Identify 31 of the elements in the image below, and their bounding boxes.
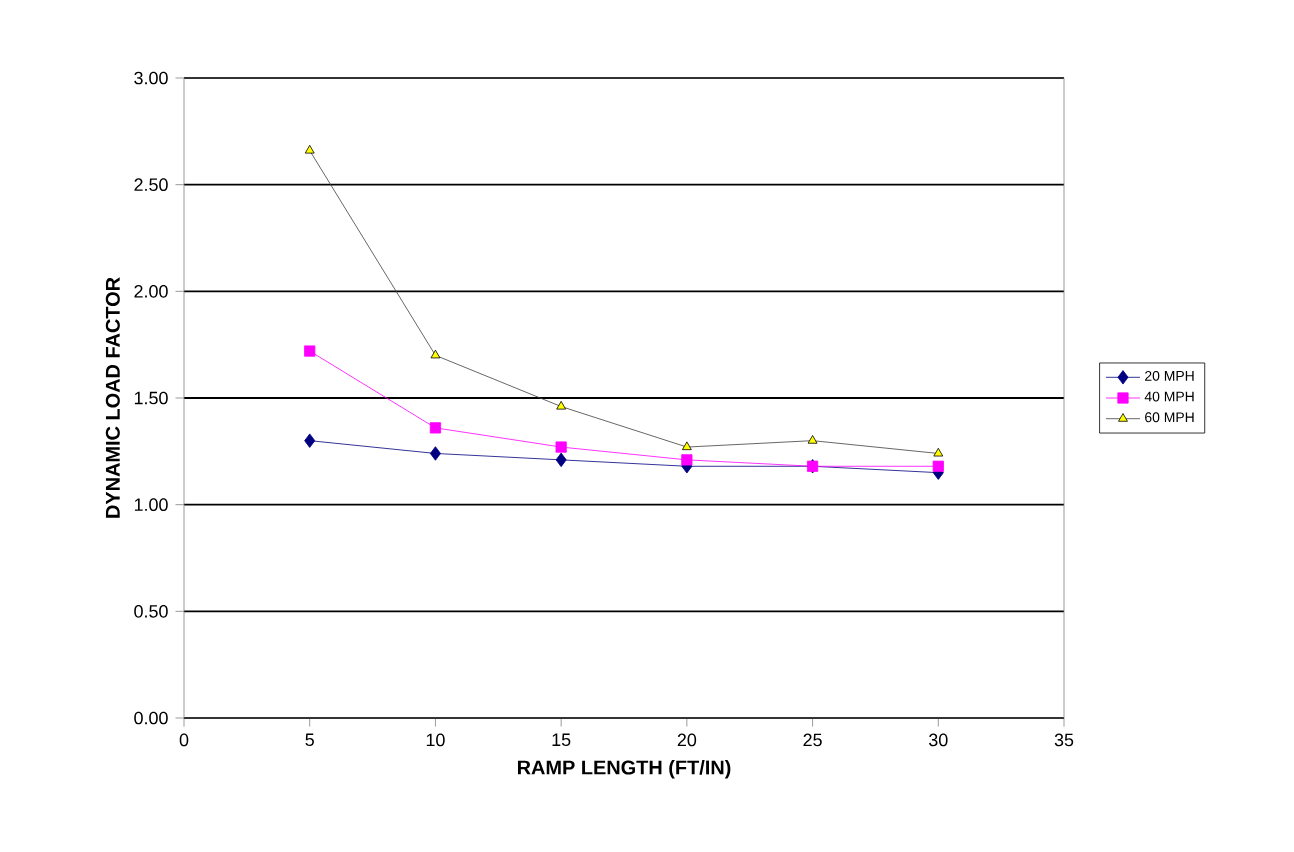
- x-tick-label: 30: [929, 733, 948, 747]
- point: [681, 441, 692, 451]
- point: [555, 441, 567, 453]
- point: [304, 144, 315, 154]
- point: [304, 345, 316, 357]
- point: [556, 400, 567, 410]
- y-tick-label: 1.50: [134, 391, 168, 405]
- point: [681, 454, 693, 466]
- y-tick-label: 0.50: [134, 604, 168, 618]
- y-tick-label: 2.50: [134, 178, 168, 192]
- point: [430, 349, 441, 359]
- x-axis-title: RAMP LENGTH (FT/IN): [517, 759, 731, 779]
- point: [555, 452, 567, 468]
- y-tick-label: 0.00: [134, 711, 168, 725]
- x-tick-label: 10: [426, 733, 445, 747]
- point: [429, 446, 441, 461]
- x-tick-label: 25: [803, 733, 822, 747]
- x-tick-label: 15: [552, 733, 571, 747]
- point: [807, 435, 818, 444]
- x-tick-label: 20: [677, 733, 697, 747]
- point: [932, 460, 944, 472]
- point: [933, 447, 944, 457]
- y-axis-title: DYNAMIC LOAD FACTOR: [105, 277, 120, 518]
- point: [429, 422, 442, 434]
- y-tick-label: 3.00: [134, 71, 168, 85]
- point: [304, 433, 316, 448]
- x-tick-label: 35: [1054, 733, 1074, 747]
- x-tick-label: 0: [179, 733, 189, 747]
- x-tick-label: 5: [305, 733, 314, 747]
- y-tick-label: 2.00: [134, 284, 168, 298]
- y-tick-label: 1.00: [134, 498, 168, 512]
